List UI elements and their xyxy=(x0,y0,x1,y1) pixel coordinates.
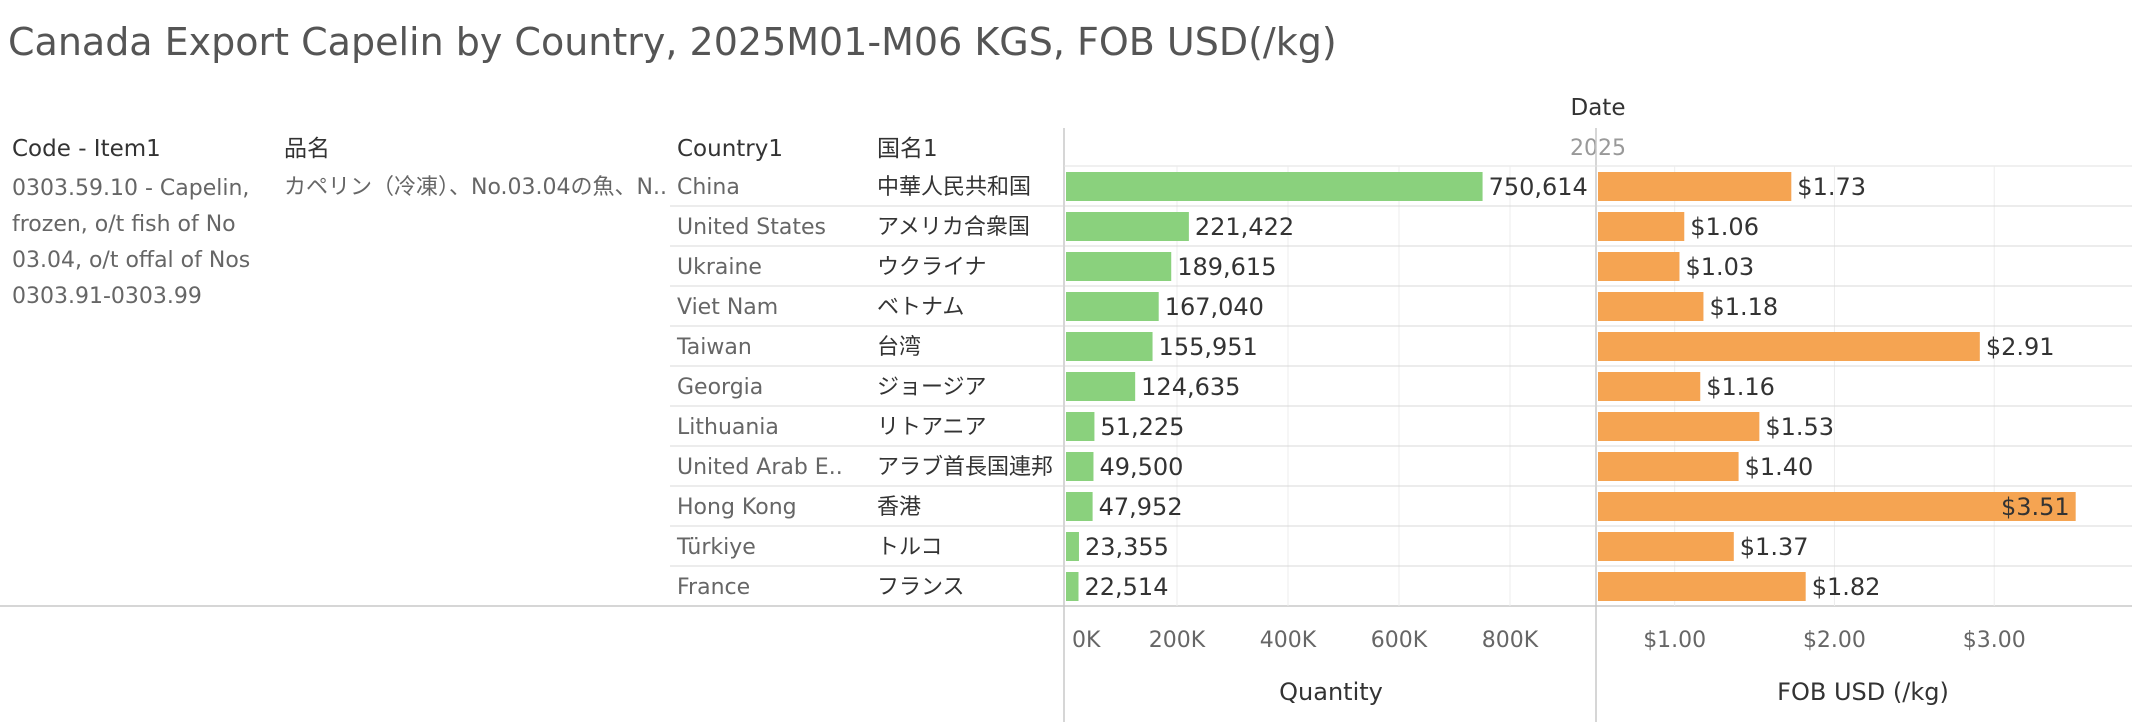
fob-value-label: $1.40 xyxy=(1745,453,1814,481)
quantity-bar xyxy=(1066,412,1095,441)
quantity-bar xyxy=(1066,532,1079,561)
fob-value-label: $1.03 xyxy=(1685,253,1754,281)
fob-value-label: $3.51 xyxy=(2001,493,2070,521)
date-header: Date xyxy=(1571,95,1626,121)
quantity-tick-label: 400K xyxy=(1260,628,1317,653)
country-label: United Arab E.. xyxy=(677,455,843,480)
chart-title: Canada Export Capelin by Country, 2025M0… xyxy=(8,20,1337,64)
fob-tick-label: $3.00 xyxy=(1963,628,2026,653)
fob-tick-label: $2.00 xyxy=(1803,628,1866,653)
country-label: Türkiye xyxy=(676,535,756,560)
year-label: 2025 xyxy=(1570,136,1626,161)
fob-tick-label: $1.00 xyxy=(1643,628,1706,653)
quantity-value-label: 49,500 xyxy=(1099,453,1183,481)
quantity-tick-label: 200K xyxy=(1149,628,1206,653)
fob-bar xyxy=(1598,572,1806,601)
fob-value-label: $1.16 xyxy=(1706,373,1775,401)
fob-axis-title: FOB USD (/kg) xyxy=(1777,678,1949,706)
quantity-tick-label: 800K xyxy=(1482,628,1539,653)
fob-bar xyxy=(1598,212,1685,241)
fob-bar xyxy=(1598,452,1739,481)
country-jp-label: 中華人民共和国 xyxy=(877,175,1031,200)
fob-bar xyxy=(1598,412,1760,441)
country-label: Georgia xyxy=(677,375,763,400)
country-jp-label: 香港 xyxy=(877,495,921,520)
country-jp-label: ウクライナ xyxy=(877,255,987,280)
country-jp-label: リトアニア xyxy=(877,415,987,440)
quantity-tick-label: 600K xyxy=(1371,628,1428,653)
country-jp-label: フランス xyxy=(877,575,965,600)
fob-bar xyxy=(1598,372,1701,401)
quantity-value-label: 750,614 xyxy=(1489,173,1588,201)
header-item-name-jp: 品名 xyxy=(284,136,330,162)
fob-value-label: $1.06 xyxy=(1690,213,1759,241)
country-jp-label: ベトナム xyxy=(877,295,964,320)
quantity-bar xyxy=(1066,372,1136,401)
fob-value-label: $1.73 xyxy=(1797,173,1866,201)
country-jp-label: アラブ首長国連邦 xyxy=(877,455,1053,480)
bars: 750,614 $1.73 221,422 $1.06 189,615 $1.03 167,… xyxy=(1066,172,2076,601)
country-jp-label: 台湾 xyxy=(877,335,921,360)
quantity-value-label: 155,951 xyxy=(1159,333,1258,361)
quantity-value-label: 124,635 xyxy=(1141,373,1240,401)
axis-ticks: 0K 200K 400K 600K 800K $1.00 $2.00 $3.00 xyxy=(1072,628,2026,653)
quantity-bar xyxy=(1066,212,1189,241)
header-code-item: Code - Item1 xyxy=(12,136,161,162)
fob-bar xyxy=(1598,332,1980,361)
quantity-value-label: 23,355 xyxy=(1085,533,1169,561)
quantity-value-label: 221,422 xyxy=(1195,213,1294,241)
grid-lines xyxy=(0,128,2132,722)
fob-bar xyxy=(1598,532,1734,561)
fob-bar xyxy=(1598,492,2076,521)
header-country: Country1 xyxy=(677,136,783,162)
country-jp-label: トルコ xyxy=(877,535,943,560)
quantity-bar xyxy=(1066,572,1079,601)
item-code-line: 0303.91-0303.99 xyxy=(12,284,202,309)
quantity-tick-label: 0K xyxy=(1072,628,1101,653)
quantity-value-label: 51,225 xyxy=(1100,413,1184,441)
fob-value-label: $1.82 xyxy=(1812,573,1881,601)
header-country-jp: 国名1 xyxy=(877,136,938,162)
table-rows: China 中華人民共和国 United States アメリカ合衆国 Ukraine ウ… xyxy=(670,175,2132,600)
fob-bar xyxy=(1598,172,1792,201)
quantity-value-label: 167,040 xyxy=(1165,293,1264,321)
item-code-line: 03.04, o/t offal of Nos xyxy=(12,248,250,273)
fob-bar xyxy=(1598,252,1680,281)
quantity-bar xyxy=(1066,292,1159,321)
country-label: France xyxy=(677,575,750,600)
quantity-axis-title: Quantity xyxy=(1279,678,1383,706)
country-jp-label: アメリカ合衆国 xyxy=(877,215,1030,240)
country-label: Taiwan xyxy=(676,335,752,360)
country-label: Lithuania xyxy=(677,415,779,440)
country-label: Viet Nam xyxy=(677,295,778,320)
country-label: Ukraine xyxy=(677,255,762,280)
quantity-value-label: 189,615 xyxy=(1177,253,1276,281)
country-label: China xyxy=(677,175,740,200)
quantity-bar xyxy=(1066,172,1483,201)
quantity-bar xyxy=(1066,332,1153,361)
quantity-bar xyxy=(1066,452,1094,481)
item-code-line: 0303.59.10 - Capelin, xyxy=(12,176,249,201)
quantity-value-label: 47,952 xyxy=(1099,493,1183,521)
fob-value-label: $1.37 xyxy=(1740,533,1809,561)
fob-bar xyxy=(1598,292,1704,321)
country-label: United States xyxy=(677,215,826,240)
fob-value-label: $2.91 xyxy=(1986,333,2055,361)
quantity-bar xyxy=(1066,252,1172,281)
quantity-value-label: 22,514 xyxy=(1084,573,1168,601)
item-code-line: frozen, o/t fish of No xyxy=(12,212,236,237)
country-label: Hong Kong xyxy=(677,495,797,520)
fob-value-label: $1.53 xyxy=(1765,413,1834,441)
quantity-bar xyxy=(1066,492,1093,521)
fob-value-label: $1.18 xyxy=(1709,293,1778,321)
item-name-jp: カペリン（冷凍）、No.03.04の魚、N.. xyxy=(284,175,667,200)
country-jp-label: ジョージア xyxy=(877,375,987,400)
item-code-cell: 0303.59.10 - Capelin, frozen, o/t fish of… xyxy=(12,176,250,309)
